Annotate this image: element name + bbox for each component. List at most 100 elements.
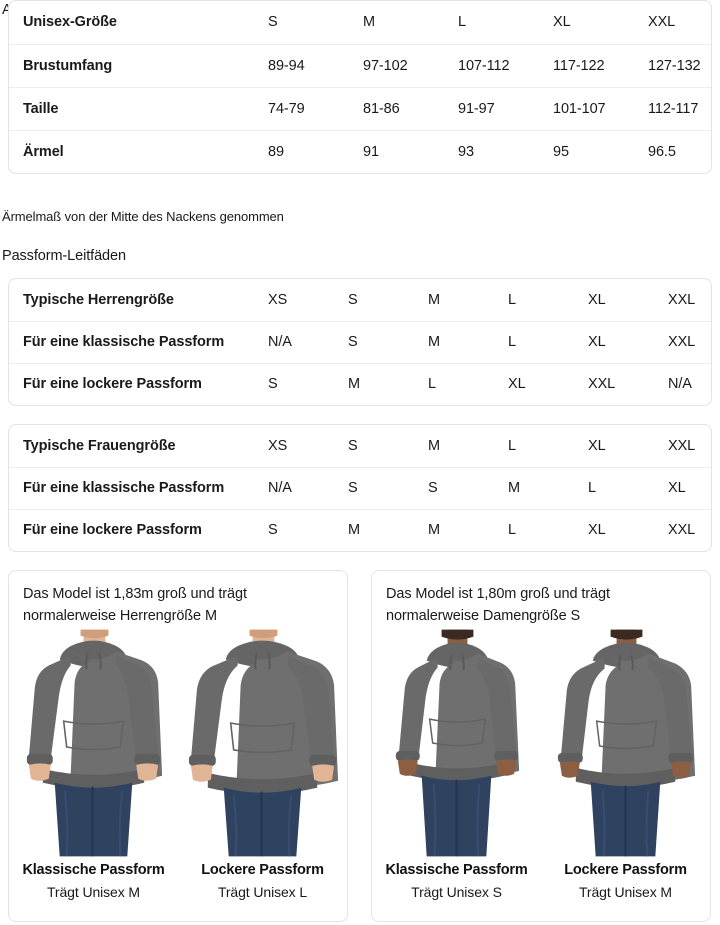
table-row: Ärmel 89 91 93 95 96.5 (9, 129, 711, 173)
table-cell: 91 (349, 129, 444, 173)
table-cell: M (414, 508, 494, 551)
table-cell: 95 (539, 129, 634, 173)
table-cell: XS (268, 437, 288, 454)
table-row-header: Brustumfang (9, 43, 254, 87)
sleeve-measurement-note: Ärmelmaß von der Mitte des Nackens genom… (2, 209, 284, 224)
table-cell: XL (574, 320, 654, 363)
table-cell: 89-94 (254, 43, 349, 87)
fit-wearing: Trägt Unisex L (217, 884, 308, 900)
table-cell: 96.5 (634, 129, 711, 173)
table-row-header: Typische Herrengröße (23, 291, 174, 308)
fit-name: Klassische Passform (22, 862, 165, 878)
table-cell: 81-86 (349, 86, 444, 130)
table-cell: XL (553, 14, 571, 31)
table-cell: 97-102 (349, 43, 444, 87)
table-cell: S (268, 14, 278, 31)
table-cell: M (334, 508, 414, 551)
women-fit-labels: Klassische Passform Trägt Unisex S Locke… (372, 859, 710, 903)
men-model-caption: Das Model ist 1,83m groß und trägt norma… (23, 586, 247, 624)
table-cell: XL (588, 291, 606, 308)
women-fit-table: Typische Frauengröße XS S M L XL XXL Für… (9, 425, 711, 551)
table-cell: L (414, 362, 494, 405)
men-classic-fit-label: Klassische Passform Trägt Unisex M (9, 859, 178, 903)
women-relaxed-fit-label: Lockere Passform Trägt Unisex M (541, 859, 710, 903)
table-cell: XXL (648, 14, 676, 31)
women-model-card: Das Model ist 1,80m groß und trägt norma… (371, 570, 711, 922)
female-hoodie-classic-illustration (395, 629, 520, 857)
male-hoodie-relaxed-illustration (188, 629, 339, 857)
table-row-header: Für eine lockere Passform (9, 508, 254, 551)
table-cell: S (414, 466, 494, 509)
measurement-table-card: Unisex-Größe S M L XL XXL Brustumfang 89… (8, 0, 712, 174)
table-row: Typische Frauengröße XS S M L XL XXL (9, 425, 711, 467)
table-cell: M (494, 466, 574, 509)
table-cell: L (574, 466, 654, 509)
table-cell: L (458, 14, 466, 31)
table-row: Taille 74-79 81-86 91-97 101-107 112-117 (9, 86, 711, 130)
men-model-card: Das Model ist 1,83m groß und trägt norma… (8, 570, 348, 922)
table-cell: S (254, 508, 334, 551)
table-cell: L (508, 291, 516, 308)
table-cell: S (348, 437, 358, 454)
table-cell: N/A (654, 362, 711, 405)
men-fit-labels: Klassische Passform Trägt Unisex M Locke… (9, 859, 347, 903)
table-cell: XL (588, 437, 606, 454)
table-cell: 74-79 (254, 86, 349, 130)
fit-wearing: Trägt Unisex S (411, 884, 502, 900)
men-relaxed-fit-label: Lockere Passform Trägt Unisex L (178, 859, 347, 903)
table-cell: 101-107 (539, 86, 634, 130)
table-cell: N/A (254, 320, 334, 363)
men-relaxed-fit-figure (178, 629, 347, 857)
women-model-figures (372, 629, 710, 857)
table-cell: S (334, 466, 414, 509)
fit-guides-heading: Passform-Leitfäden (2, 248, 126, 264)
table-cell: L (494, 508, 574, 551)
fit-name: Klassische Passform (385, 862, 528, 878)
table-cell: S (348, 291, 358, 308)
table-cell: M (428, 437, 440, 454)
table-cell: M (428, 291, 440, 308)
women-classic-fit-figure (372, 629, 541, 857)
men-fit-table-card: Typische Herrengröße XS S M L XL XXL Für… (8, 278, 712, 406)
table-row: Typische Herrengröße XS S M L XL XXL (9, 279, 711, 321)
table-cell: 127-132 (634, 43, 711, 87)
table-cell: M (334, 362, 414, 405)
table-row: Für eine lockere Passform S M L XL XXL N… (9, 362, 711, 405)
women-model-caption: Das Model ist 1,80m groß und trägt norma… (386, 586, 610, 624)
table-cell: XXL (654, 320, 711, 363)
male-hoodie-classic-illustration (26, 629, 163, 857)
women-fit-table-card: Typische Frauengröße XS S M L XL XXL Für… (8, 424, 712, 552)
table-cell: 89 (254, 129, 349, 173)
table-row-header: Typische Frauengröße (23, 437, 176, 454)
table-cell: S (254, 362, 334, 405)
table-row: Brustumfang 89-94 97-102 107-112 117-122… (9, 43, 711, 87)
table-row-header: Unisex-Größe (23, 14, 117, 31)
table-cell: XL (494, 362, 574, 405)
women-classic-fit-label: Klassische Passform Trägt Unisex S (372, 859, 541, 903)
female-hoodie-relaxed-illustration (557, 629, 696, 857)
table-cell: L (508, 437, 516, 454)
table-row-header: Für eine klassische Passform (9, 320, 254, 363)
measurement-table: Unisex-Größe S M L XL XXL Brustumfang 89… (9, 1, 711, 173)
table-cell: XL (654, 466, 711, 509)
fit-name: Lockere Passform (201, 862, 324, 878)
table-cell: 117-122 (539, 43, 634, 87)
table-cell: M (414, 320, 494, 363)
table-row: Unisex-Größe S M L XL XXL (9, 1, 711, 44)
table-cell: XS (268, 291, 288, 308)
table-cell: M (363, 14, 375, 31)
table-row: Für eine klassische Passform N/A S M L X… (9, 320, 711, 363)
fit-wearing: Trägt Unisex M (579, 884, 672, 900)
table-cell: 93 (444, 129, 539, 173)
table-row: Für eine lockere Passform S M M L XL XXL (9, 508, 711, 551)
table-cell: L (494, 320, 574, 363)
women-relaxed-fit-figure (541, 629, 710, 857)
men-classic-fit-figure (9, 629, 178, 857)
table-cell: N/A (254, 466, 334, 509)
table-cell: 112-117 (634, 86, 711, 130)
table-cell: XXL (574, 362, 654, 405)
table-cell: XXL (668, 291, 696, 308)
table-cell: XXL (668, 437, 696, 454)
table-cell: S (334, 320, 414, 363)
